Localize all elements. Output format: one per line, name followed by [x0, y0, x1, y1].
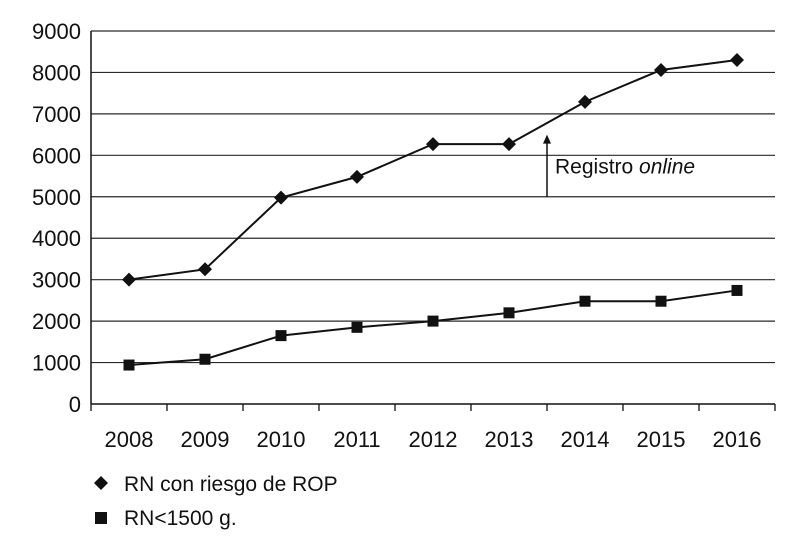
- x-tick-label-2011: 2011: [333, 427, 380, 452]
- point-diamond-2015: [654, 62, 668, 77]
- x-tick-label-2013: 2013: [485, 427, 534, 452]
- series-1: [123, 284, 743, 371]
- legend: RN con riesgo de ROP RN<1500 g.: [94, 473, 338, 530]
- point-square-2016: [731, 284, 743, 296]
- x-tick-label-2010: 2010: [257, 427, 306, 452]
- legend-label-series-1: RN<1500 g.: [124, 507, 237, 530]
- series-0: [122, 53, 744, 287]
- annotation-label: Registro online: [555, 156, 695, 179]
- axes: [90, 31, 776, 411]
- legend-label-series-0: RN con riesgo de ROP: [124, 473, 338, 496]
- point-diamond-2016: [730, 53, 744, 68]
- grid-lines: [91, 30, 775, 364]
- annotation-label-italic: online: [639, 156, 695, 179]
- annotation-registro-online: Registro online: [543, 134, 695, 197]
- y-tick-labels: 0 1000 2000 3000 4000 5000 6000 7000 8000 9000: [32, 19, 81, 417]
- y-tick-label: 4000: [32, 226, 81, 251]
- x-tick-label-2009: 2009: [181, 427, 230, 452]
- y-tick-label: 5000: [32, 185, 81, 210]
- y-tick-label: 8000: [32, 60, 81, 85]
- y-tick-label: 2000: [32, 309, 81, 334]
- annotation-label-prefix: Registro: [555, 156, 639, 179]
- y-tick-label: 1000: [32, 351, 81, 376]
- point-diamond-2014: [578, 94, 592, 109]
- y-tick-label: 9000: [32, 19, 81, 44]
- y-tick-label: 6000: [32, 143, 81, 168]
- point-diamond-2012: [426, 137, 440, 152]
- y-tick-label: 7000: [32, 102, 81, 127]
- point-square-2012: [427, 315, 439, 327]
- series-group: [122, 53, 744, 371]
- x-tick-label-2008: 2008: [105, 427, 154, 452]
- point-diamond-2009: [198, 262, 212, 277]
- x-tick-label-2014: 2014: [561, 427, 610, 452]
- point-square-2008: [123, 359, 135, 371]
- point-square-2013: [503, 307, 515, 319]
- x-tick-labels: 2008 2009 2010 2011 2012 2013 2014 2015 2016: [105, 427, 762, 452]
- legend-diamond-marker: [94, 476, 108, 490]
- point-diamond-2008: [122, 272, 136, 287]
- x-tick-label-2016: 2016: [713, 427, 762, 452]
- point-diamond-2013: [502, 137, 516, 152]
- y-tick-label: 0: [69, 392, 81, 417]
- point-square-2015: [655, 295, 667, 307]
- point-square-2010: [275, 330, 287, 342]
- point-diamond-2010: [274, 190, 288, 205]
- series-line-1: [128, 289, 738, 367]
- y-tick-label: 3000: [32, 268, 81, 293]
- x-tick-label-2012: 2012: [409, 427, 458, 452]
- legend-item-series-1: RN<1500 g.: [95, 507, 237, 530]
- point-square-2014: [579, 295, 591, 307]
- legend-item-series-0: RN con riesgo de ROP: [94, 473, 338, 496]
- annotation-arrow-head: [543, 134, 551, 144]
- legend-square-marker: [95, 512, 107, 524]
- x-tick-label-2015: 2015: [637, 427, 686, 452]
- point-diamond-2011: [350, 169, 364, 184]
- point-square-2011: [351, 321, 363, 333]
- point-square-2009: [199, 353, 211, 365]
